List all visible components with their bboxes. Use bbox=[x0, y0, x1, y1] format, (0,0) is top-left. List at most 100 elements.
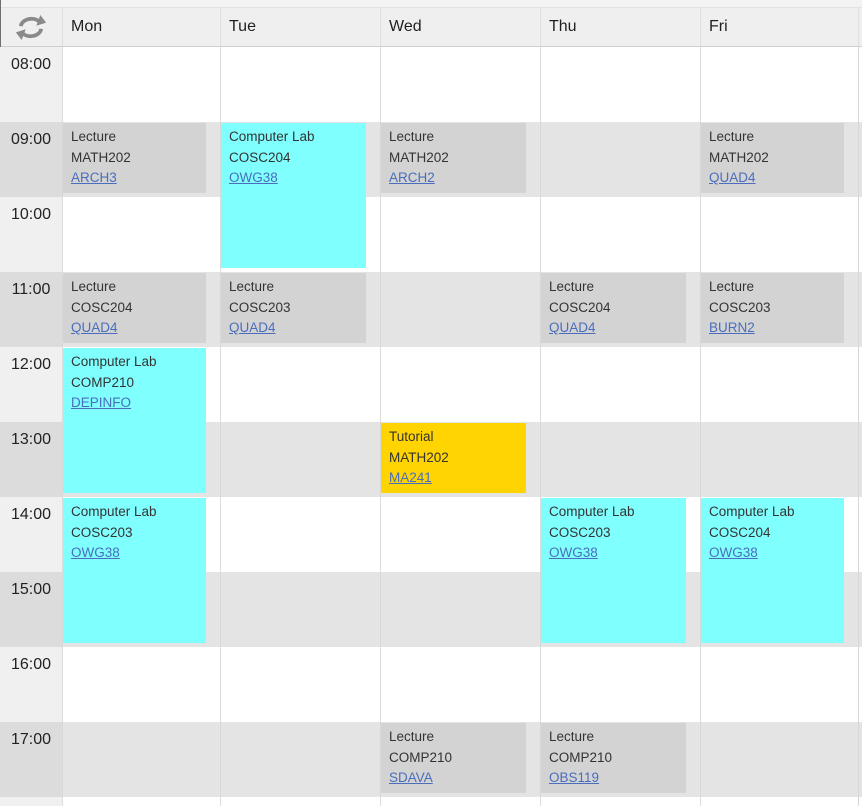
event-type: Lecture bbox=[71, 129, 117, 144]
grid-cell-overflow bbox=[858, 797, 862, 806]
room-link[interactable]: BURN2 bbox=[709, 320, 755, 335]
timetable-row: 10:00 bbox=[0, 197, 862, 272]
grid-cell bbox=[220, 47, 380, 122]
event-course: COSC203 bbox=[709, 299, 771, 315]
event-room: OBS119 bbox=[549, 768, 678, 789]
room-link[interactable]: OWG38 bbox=[549, 545, 598, 560]
grid-cell bbox=[62, 797, 220, 806]
grid-cell-overflow bbox=[858, 122, 862, 197]
event-course: COSC203 bbox=[71, 524, 133, 540]
event-block[interactable]: Computer Lab COSC204 OWG38 bbox=[221, 123, 366, 268]
event-room: OWG38 bbox=[549, 543, 678, 564]
event-block[interactable]: Computer Lab COSC203 OWG38 bbox=[63, 498, 206, 643]
room-link[interactable]: ARCH3 bbox=[71, 170, 117, 185]
event-type: Lecture bbox=[229, 279, 275, 294]
event-course: COSC204 bbox=[709, 524, 771, 540]
refresh-button[interactable] bbox=[0, 8, 62, 46]
event-course: MATH202 bbox=[709, 149, 769, 165]
room-link[interactable]: QUAD4 bbox=[229, 320, 276, 335]
grid-cell bbox=[380, 572, 540, 647]
event-block[interactable]: Computer Lab COSC203 OWG38 bbox=[541, 498, 686, 643]
event-course: COSC204 bbox=[71, 299, 133, 315]
time-label: 12:00 bbox=[0, 347, 62, 422]
day-header-thu: Thu bbox=[540, 8, 700, 46]
event-block[interactable]: Lecture MATH202 ARCH3 bbox=[63, 123, 206, 193]
grid-cell bbox=[700, 47, 858, 122]
event-block[interactable]: Lecture COMP210 OBS119 bbox=[541, 723, 686, 793]
event-course: COMP210 bbox=[389, 749, 453, 765]
room-link[interactable]: QUAD4 bbox=[709, 170, 756, 185]
grid-cell-overflow bbox=[858, 347, 862, 422]
event-block[interactable]: Lecture COSC204 QUAD4 bbox=[541, 273, 686, 343]
event-block[interactable]: Tutorial MATH202 MA241 bbox=[381, 423, 526, 493]
room-link[interactable]: OWG38 bbox=[229, 170, 278, 185]
event-room: QUAD4 bbox=[709, 168, 836, 189]
grid-cell bbox=[700, 647, 858, 722]
grid-cell bbox=[220, 797, 380, 806]
timetable-row: 08:00 bbox=[0, 47, 862, 122]
grid-cell bbox=[62, 47, 220, 122]
event-type: Computer Lab bbox=[71, 504, 157, 519]
event-course: MATH202 bbox=[389, 149, 449, 165]
event-course: COSC204 bbox=[229, 149, 291, 165]
grid-cell bbox=[62, 647, 220, 722]
grid-cell-overflow bbox=[858, 722, 862, 797]
event-block[interactable]: Lecture COSC203 BURN2 bbox=[701, 273, 844, 343]
grid-cell-overflow bbox=[858, 197, 862, 272]
grid-cell bbox=[540, 797, 700, 806]
grid-cell bbox=[380, 47, 540, 122]
time-label: 17:00 bbox=[0, 722, 62, 797]
grid-cell bbox=[540, 122, 700, 197]
event-course: MATH202 bbox=[71, 149, 131, 165]
grid-cell bbox=[220, 497, 380, 572]
time-label: 14:00 bbox=[0, 497, 62, 572]
event-room: BURN2 bbox=[709, 318, 836, 339]
grid-cell bbox=[380, 347, 540, 422]
grid-cell bbox=[700, 347, 858, 422]
grid-cell-overflow bbox=[858, 497, 862, 572]
time-label: 13:00 bbox=[0, 422, 62, 497]
event-block[interactable]: Lecture COSC203 QUAD4 bbox=[221, 273, 366, 343]
event-block[interactable]: Computer Lab COSC204 OWG38 bbox=[701, 498, 844, 643]
event-course: MATH202 bbox=[389, 449, 449, 465]
time-label: 08:00 bbox=[0, 47, 62, 122]
event-course: COSC203 bbox=[229, 299, 291, 315]
room-link[interactable]: OWG38 bbox=[709, 545, 758, 560]
room-link[interactable]: QUAD4 bbox=[71, 320, 118, 335]
event-block[interactable]: Lecture COSC204 QUAD4 bbox=[63, 273, 206, 343]
time-label bbox=[0, 797, 62, 806]
event-block[interactable]: Computer Lab COMP210 DEPINFO bbox=[63, 348, 206, 493]
room-link[interactable]: MA241 bbox=[389, 470, 432, 485]
time-label: 16:00 bbox=[0, 647, 62, 722]
time-label: 11:00 bbox=[0, 272, 62, 347]
event-room: SDAVA bbox=[389, 768, 518, 789]
room-link[interactable]: QUAD4 bbox=[549, 320, 596, 335]
header-row: Mon Tue Wed Thu Fri bbox=[0, 8, 862, 47]
event-room: MA241 bbox=[389, 468, 518, 489]
event-type: Lecture bbox=[549, 279, 595, 294]
room-link[interactable]: OWG38 bbox=[71, 545, 120, 560]
grid-cell-overflow bbox=[858, 47, 862, 122]
grid-cell bbox=[540, 347, 700, 422]
event-type: Lecture bbox=[549, 729, 595, 744]
event-course: COMP210 bbox=[549, 749, 613, 765]
event-block[interactable]: Lecture MATH202 QUAD4 bbox=[701, 123, 844, 193]
event-course: COSC203 bbox=[549, 524, 611, 540]
grid-cell bbox=[700, 422, 858, 497]
grid-cell bbox=[220, 422, 380, 497]
grid-cell bbox=[380, 272, 540, 347]
grid-cell bbox=[540, 422, 700, 497]
room-link[interactable]: OBS119 bbox=[549, 770, 600, 785]
event-block[interactable]: Lecture COMP210 SDAVA bbox=[381, 723, 526, 793]
day-header-mon: Mon bbox=[62, 8, 220, 46]
room-link[interactable]: ARCH2 bbox=[389, 170, 435, 185]
room-link[interactable]: DEPINFO bbox=[71, 395, 132, 410]
event-room: OWG38 bbox=[709, 543, 836, 564]
event-block[interactable]: Lecture MATH202 ARCH2 bbox=[381, 123, 526, 193]
room-link[interactable]: SDAVA bbox=[389, 770, 433, 785]
event-type: Computer Lab bbox=[71, 354, 157, 369]
day-header-wed: Wed bbox=[380, 8, 540, 46]
grid-cell bbox=[540, 197, 700, 272]
grid-cell bbox=[220, 572, 380, 647]
